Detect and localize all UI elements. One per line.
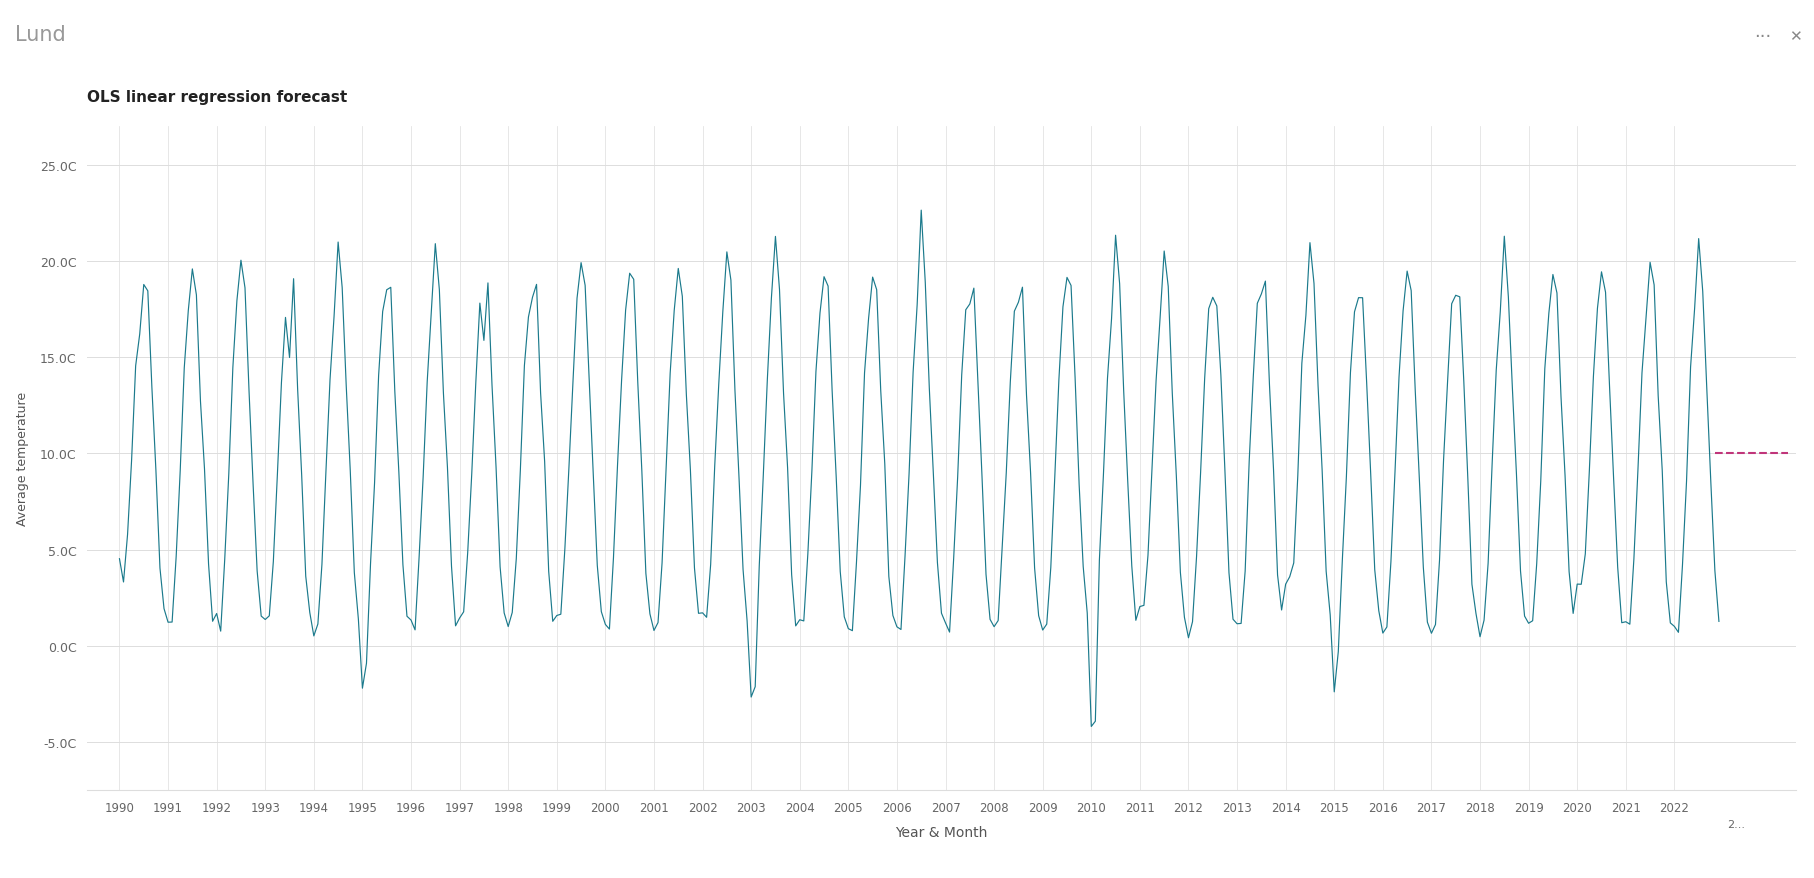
Text: ✕: ✕ <box>1789 29 1803 45</box>
X-axis label: Year & Month: Year & Month <box>896 824 987 838</box>
Y-axis label: Average temperature: Average temperature <box>16 392 29 526</box>
Text: OLS linear regression forecast: OLS linear regression forecast <box>87 90 346 105</box>
Text: 2...: 2... <box>1727 819 1745 829</box>
Text: Lund: Lund <box>15 25 65 46</box>
Text: ···: ··· <box>1754 28 1772 46</box>
